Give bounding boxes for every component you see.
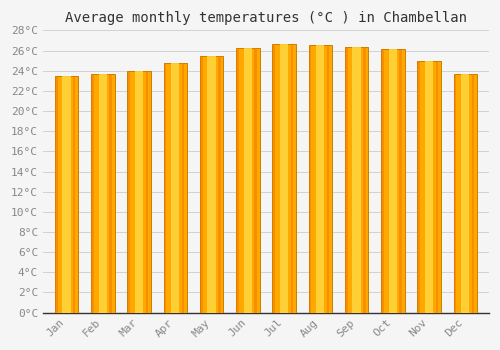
Bar [171, 63, 179, 313]
Bar [388, 49, 397, 313]
Bar [200, 56, 224, 313]
Bar [55, 76, 78, 313]
Bar [346, 47, 348, 313]
Bar [200, 56, 202, 313]
Bar [472, 74, 474, 313]
Bar [128, 71, 130, 313]
Bar [381, 49, 404, 313]
Title: Average monthly temperatures (°C ) in Chambellan: Average monthly temperatures (°C ) in Ch… [65, 11, 467, 25]
Bar [236, 48, 260, 313]
Bar [309, 44, 312, 313]
Bar [363, 47, 366, 313]
Bar [91, 74, 114, 313]
Bar [461, 74, 469, 313]
Bar [400, 49, 402, 313]
Bar [92, 74, 94, 313]
Bar [382, 49, 384, 313]
Bar [182, 63, 184, 313]
Bar [164, 63, 187, 313]
Bar [418, 61, 441, 313]
Bar [98, 74, 107, 313]
Bar [110, 74, 112, 313]
Bar [236, 48, 239, 313]
Bar [345, 47, 368, 313]
Bar [218, 56, 220, 313]
Bar [327, 44, 330, 313]
Bar [244, 48, 252, 313]
Bar [454, 74, 477, 313]
Bar [290, 43, 293, 313]
Bar [418, 61, 420, 313]
Bar [164, 63, 166, 313]
Bar [454, 74, 456, 313]
Bar [425, 61, 433, 313]
Bar [436, 61, 438, 313]
Bar [73, 76, 76, 313]
Bar [135, 71, 143, 313]
Bar [316, 44, 324, 313]
Bar [352, 47, 360, 313]
Bar [128, 71, 151, 313]
Bar [55, 76, 58, 313]
Bar [280, 43, 288, 313]
Bar [254, 48, 257, 313]
Bar [62, 76, 70, 313]
Bar [308, 44, 332, 313]
Bar [208, 56, 216, 313]
Bar [146, 71, 148, 313]
Bar [272, 43, 275, 313]
Bar [272, 43, 296, 313]
